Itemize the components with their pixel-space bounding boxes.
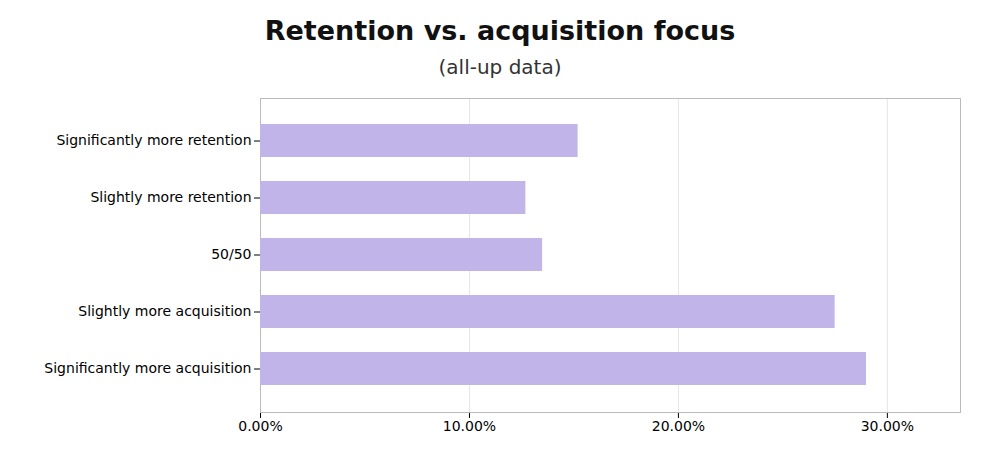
svg-text:50/50: 50/50 <box>211 246 251 262</box>
svg-text:Slightly more acquisition: Slightly more acquisition <box>78 303 251 319</box>
svg-text:Significantly more acquisition: Significantly more acquisition <box>44 360 251 376</box>
svg-text:30.00%: 30.00% <box>861 418 914 434</box>
svg-text:Significantly more retention: Significantly more retention <box>56 132 251 148</box>
svg-text:0.00%: 0.00% <box>238 418 282 434</box>
svg-text:20.00%: 20.00% <box>652 418 705 434</box>
html-text:Retention vs. acquisition focu: Retention vs. acquisition focus <box>264 15 736 46</box>
html-text:(all-up data): (all-up data) <box>438 55 562 79</box>
svg-text:10.00%: 10.00% <box>443 418 496 434</box>
svg-text:Slightly more retention: Slightly more retention <box>90 189 251 205</box>
